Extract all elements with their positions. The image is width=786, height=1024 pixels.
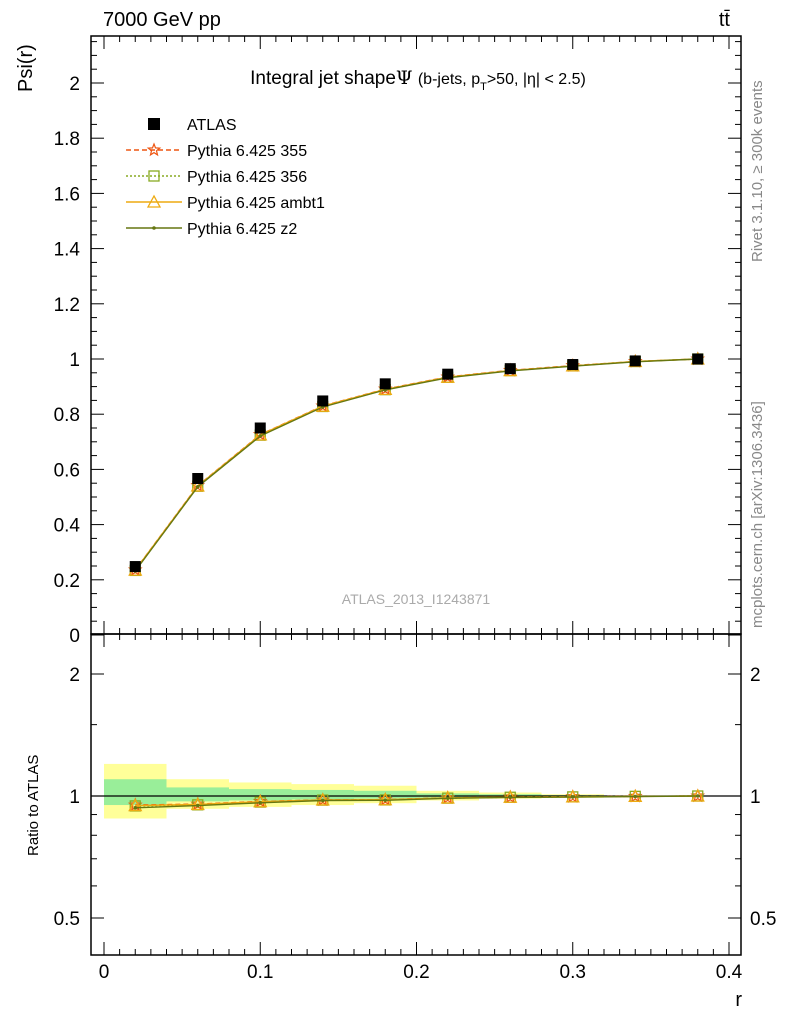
- legend-marker-1: [148, 170, 160, 182]
- legend-data-label: ATLAS: [187, 117, 237, 134]
- data-point: [567, 359, 579, 371]
- data-point: [442, 368, 454, 380]
- ratio-point-3: [320, 798, 325, 803]
- process-label: tt̄: [719, 9, 731, 31]
- ratio-axis-label: Ratio to ATLAS: [25, 755, 42, 856]
- legend-data-marker: [148, 118, 160, 130]
- ratio-point-3: [445, 796, 450, 801]
- legend-marker-3: [152, 226, 156, 230]
- ratio-point-3: [695, 794, 700, 798]
- data-point: [504, 363, 516, 375]
- y-tick-label: 1.2: [54, 295, 80, 316]
- y-axis-label: Psi(r): [15, 44, 37, 92]
- chart-title: Integral jet shapeΨ (b-jets, pT>50, |η| …: [250, 67, 586, 93]
- series-point-3: [195, 484, 200, 489]
- y-tick-label: 0.8: [54, 405, 80, 426]
- data-point: [192, 473, 204, 485]
- y-tick-label: 1.8: [54, 129, 80, 150]
- ratio-y-tick-label-right: 1: [750, 787, 761, 808]
- ratio-line-3: [135, 795, 698, 809]
- ratio-y-tick-label: 0.5: [54, 909, 80, 930]
- data-point: [629, 355, 641, 367]
- legend-marker-0: [146, 142, 162, 157]
- ratio-y-tick-label-right: 2: [750, 665, 761, 686]
- data-point: [129, 561, 141, 573]
- y-tick-label: 2: [69, 74, 80, 95]
- ratio-point-3: [195, 803, 200, 808]
- ratio-point-0: [690, 788, 706, 803]
- legend-marker-2: [146, 194, 162, 208]
- mcplots-label: mcplots.cern.ch [arXiv:1306.3436]: [749, 401, 766, 628]
- main-panel: 0 0.2 0.4 0.6 0.8 1 1.2 1.4 1.6 1.8 2: [54, 35, 742, 647]
- ratio-y-tick-label: 2: [69, 665, 80, 686]
- energy-label: 7000 GeV pp: [103, 9, 221, 31]
- data-point: [317, 395, 329, 407]
- ratio-y-tick-label: 1: [69, 787, 80, 808]
- legend-label-3: Pythia 6.425 z2: [187, 221, 297, 238]
- ratio-point-2: [440, 790, 455, 804]
- ratio-panel: 0 0.1 0.2 0.3 0.4 0.5 0.5 1 1 2 2: [54, 633, 776, 983]
- y-tick-label: 1.6: [54, 184, 80, 205]
- ratio-point-2: [253, 794, 268, 808]
- series-line-2: [134, 358, 698, 571]
- rivet-label: Rivet 3.1.10, ≥ 300k events: [749, 80, 766, 262]
- ratio-point-3: [633, 794, 638, 799]
- title-open: (b-jets, p: [418, 71, 480, 88]
- ratio-point-3: [133, 806, 138, 810]
- x-tick-label: 0.1: [247, 962, 273, 983]
- y-tick-label: 1.4: [54, 240, 81, 261]
- x-tick-label: 0: [99, 962, 110, 983]
- title-rest: >50, |η| < 2.5): [487, 71, 586, 88]
- ratio-point-0: [565, 789, 581, 803]
- x-axis-label: r: [735, 989, 742, 1011]
- legend-label-0: Pythia 6.425 355: [187, 143, 307, 160]
- ratio-point-2: [315, 792, 330, 806]
- series-line-0: [134, 358, 698, 571]
- ratio-point-0: [627, 788, 643, 803]
- ratio-point-2: [190, 797, 205, 811]
- legend: ATLAS Pythia 6.425 355 Pythia 6.425 356 Pyt…: [126, 117, 325, 238]
- ratio-y-tick-label-right: 0.5: [750, 909, 776, 930]
- legend-label-2: Pythia 6.425 ambt1: [187, 195, 325, 212]
- series-line-3: [134, 358, 698, 572]
- legend-label-1: Pythia 6.425 356: [187, 169, 307, 186]
- y-tick-label: 1: [69, 350, 80, 371]
- series-line-1: [134, 358, 698, 571]
- ratio-point-2: [378, 792, 393, 806]
- y-tick-label: 0.2: [54, 571, 80, 592]
- title-main: Integral jet shape: [250, 68, 396, 89]
- x-tick-label: 0.3: [560, 962, 586, 983]
- analysis-watermark: ATLAS_2013_I1243871: [342, 591, 491, 607]
- ratio-point-3: [258, 801, 263, 805]
- data-point: [692, 353, 704, 365]
- series-point-3: [258, 434, 263, 438]
- ratio-point-3: [570, 795, 575, 799]
- x-tick-label: 0.4: [716, 962, 743, 983]
- ratio-point-3: [383, 798, 388, 803]
- data-point: [379, 378, 391, 390]
- title-psi: Ψ: [396, 67, 413, 89]
- ratio-point-3: [508, 795, 513, 800]
- x-tick-label: 0.2: [403, 962, 429, 983]
- series-point-2: [190, 478, 205, 492]
- title-sub: T: [480, 81, 487, 93]
- data-point: [254, 422, 266, 434]
- y-tick-label: 0.4: [54, 516, 81, 537]
- y-tick-label: 0.6: [54, 460, 80, 481]
- y-tick-label: 0: [69, 626, 80, 647]
- ratio-band-stat: [166, 787, 229, 802]
- ratio-point-2: [128, 798, 143, 812]
